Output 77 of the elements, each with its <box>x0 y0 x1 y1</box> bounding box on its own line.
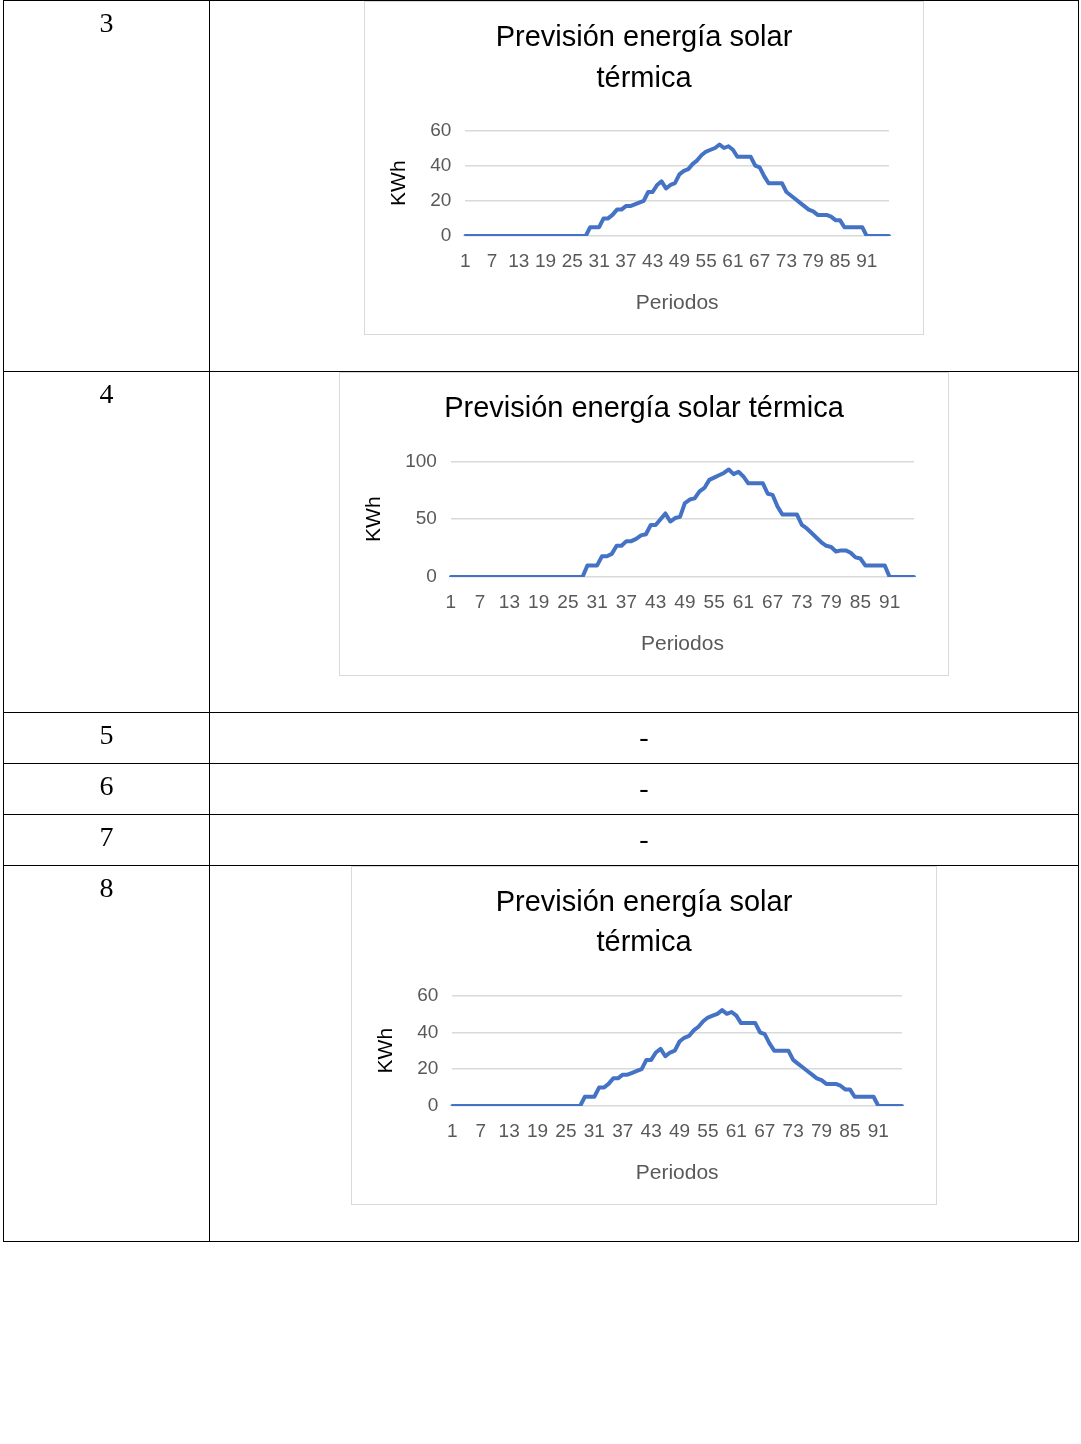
x-tick-label: 25 <box>557 590 579 612</box>
x-tick-label: 13 <box>498 1119 520 1141</box>
x-tick-label: 19 <box>535 249 557 271</box>
y-tick-label: 50 <box>415 507 437 529</box>
x-tick-label: 91 <box>879 590 901 612</box>
chart-title: Previsión energía solar térmica <box>443 390 845 426</box>
x-tick-label: 19 <box>528 590 550 612</box>
x-tick-label: 79 <box>820 590 842 612</box>
y-tick-label: 60 <box>430 118 452 140</box>
x-tick-label: 25 <box>555 1119 577 1141</box>
y-axis-title: KWh <box>361 496 385 542</box>
x-tick-label: 73 <box>775 249 797 271</box>
x-tick-label: 85 <box>829 249 851 271</box>
x-axis-title: Periodos <box>641 630 724 654</box>
y-tick-label: 100 <box>405 449 437 471</box>
x-axis-title: Periodos <box>635 290 719 314</box>
x-tick-label: 79 <box>802 249 824 271</box>
x-tick-label: 91 <box>867 1119 889 1141</box>
x-tick-label: 1 <box>447 1119 458 1141</box>
x-tick-label: 43 <box>640 1119 662 1141</box>
x-tick-label: 13 <box>508 249 530 271</box>
x-tick-label: 73 <box>791 590 813 612</box>
x-tick-label: 85 <box>839 1119 861 1141</box>
x-tick-label: 7 <box>486 249 498 271</box>
text: - <box>209 763 1079 815</box>
x-axis-title: Periodos <box>635 1160 719 1184</box>
y-tick-label: 20 <box>430 189 452 211</box>
x-tick-label: 43 <box>645 590 667 612</box>
y-axis-title: KWh <box>373 1027 397 1074</box>
y-tick-label: 0 <box>426 565 437 587</box>
y-tick-label: 0 <box>440 224 452 246</box>
text: 7 <box>3 814 210 866</box>
x-tick-label: 55 <box>695 249 717 271</box>
x-tick-label: 55 <box>703 590 725 612</box>
x-tick-label: 37 <box>615 590 637 612</box>
text: 5 <box>3 712 210 764</box>
x-tick-label: 55 <box>697 1119 719 1141</box>
y-tick-label: 40 <box>417 1020 439 1042</box>
x-tick-label: 31 <box>588 249 610 271</box>
x-tick-label: 37 <box>612 1119 634 1141</box>
chart-title: Previsión energía solar térmica <box>494 19 794 95</box>
x-tick-label: 91 <box>856 249 878 271</box>
x-tick-label: 85 <box>849 590 871 612</box>
x-tick-label: 19 <box>526 1119 549 1141</box>
x-tick-label: 49 <box>668 249 690 271</box>
text: 8 <box>3 865 210 1242</box>
x-tick-label: 13 <box>498 590 520 612</box>
x-tick-label: 49 <box>674 590 696 612</box>
x-tick-label: 73 <box>782 1119 804 1141</box>
x-tick-label: 7 <box>474 590 486 612</box>
y-tick-label: 0 <box>427 1094 439 1116</box>
text: 3 <box>3 0 210 372</box>
x-tick-label: 7 <box>475 1119 487 1141</box>
text: 6 <box>3 763 210 815</box>
x-tick-label: 61 <box>722 249 744 271</box>
x-tick-label: 67 <box>762 590 784 612</box>
x-tick-label: 49 <box>668 1119 691 1141</box>
x-tick-label: 61 <box>725 1119 747 1141</box>
x-tick-label: 31 <box>583 1119 605 1141</box>
y-tick-label: 60 <box>417 983 439 1005</box>
y-tick-label: 20 <box>417 1057 439 1079</box>
x-tick-label: 37 <box>615 249 637 271</box>
x-tick-label: 1 <box>460 249 471 271</box>
x-tick-label: 43 <box>642 249 664 271</box>
x-tick-label: 31 <box>586 590 608 612</box>
y-tick-label: 40 <box>430 154 452 176</box>
text: 4 <box>3 371 210 713</box>
x-tick-label: 67 <box>749 249 771 271</box>
text: - <box>209 814 1079 866</box>
text: - <box>209 712 1079 764</box>
x-tick-label: 79 <box>810 1119 833 1141</box>
y-axis-title: KWh <box>386 160 410 207</box>
x-tick-label: 25 <box>561 249 583 271</box>
x-tick-label: 1 <box>445 590 457 612</box>
x-tick-label: 61 <box>732 590 754 612</box>
x-tick-label: 67 <box>754 1119 776 1141</box>
chart-title: Previsión energía solar térmica <box>494 883 794 960</box>
